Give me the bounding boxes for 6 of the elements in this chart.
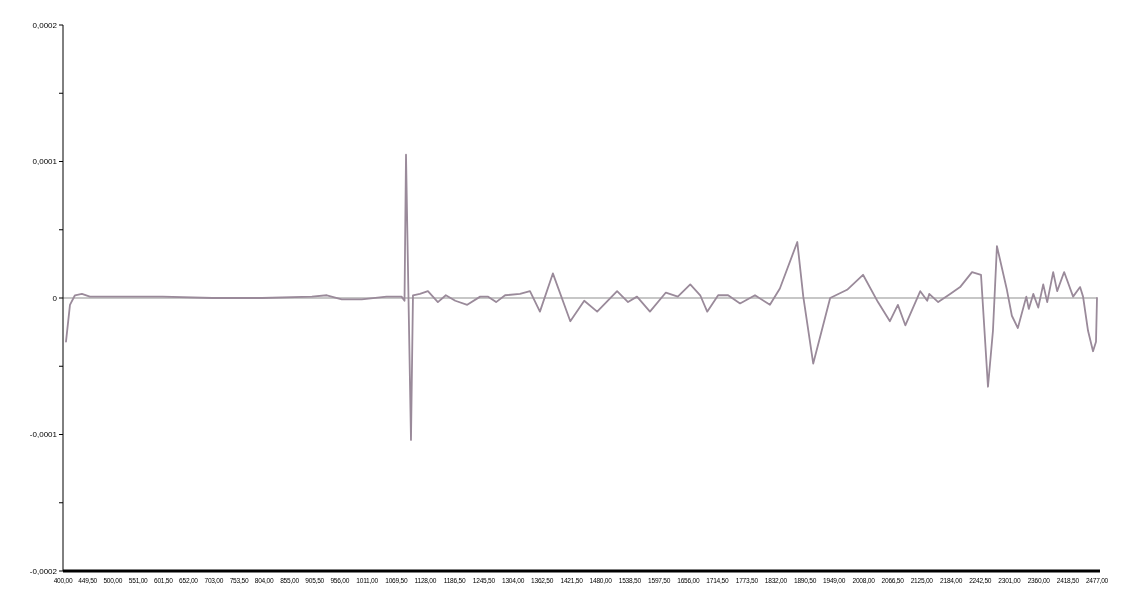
y-tick-label: 0,0002: [32, 20, 58, 30]
y-tick-label: 0: [52, 293, 58, 303]
y-tick-label: 0,0001: [32, 157, 58, 167]
y-tick-label: -0,0002: [29, 566, 58, 576]
y-tick-label: -0,0001: [29, 430, 58, 440]
line-series: [65, 153, 1098, 441]
